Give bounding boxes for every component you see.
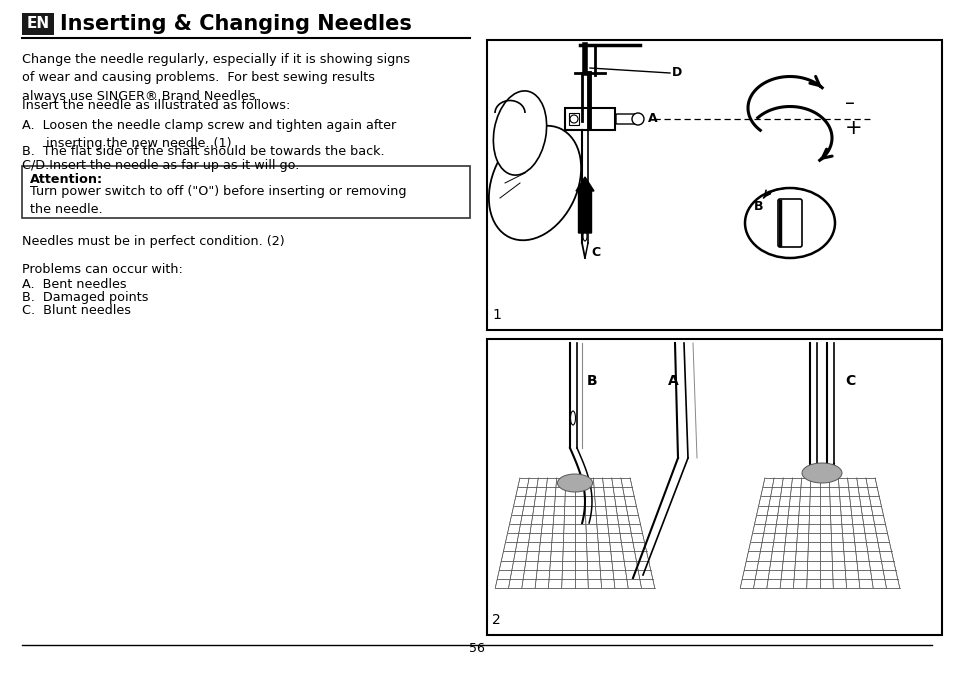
Text: –: – xyxy=(844,94,854,114)
Text: C: C xyxy=(590,246,599,260)
Ellipse shape xyxy=(570,411,575,425)
Ellipse shape xyxy=(493,91,546,175)
Bar xyxy=(564,108,615,130)
Text: A: A xyxy=(667,374,678,388)
Text: C.  Blunt needles: C. Blunt needles xyxy=(22,304,131,317)
Bar xyxy=(486,339,941,635)
FancyBboxPatch shape xyxy=(616,114,636,124)
Circle shape xyxy=(631,113,643,125)
Text: C: C xyxy=(844,374,854,388)
Text: 2: 2 xyxy=(492,613,500,627)
Bar xyxy=(486,40,941,330)
Text: B: B xyxy=(586,374,597,388)
Ellipse shape xyxy=(744,188,834,258)
Ellipse shape xyxy=(557,474,592,492)
Text: Needles must be in perfect condition. (2): Needles must be in perfect condition. (2… xyxy=(22,235,284,248)
Text: Inserting & Changing Needles: Inserting & Changing Needles xyxy=(60,14,412,34)
Ellipse shape xyxy=(488,126,580,240)
Text: B.  Damaged points: B. Damaged points xyxy=(22,291,149,304)
Text: A.  Bent needles: A. Bent needles xyxy=(22,278,127,291)
Text: B.  The flat side of the shaft should be towards the back.: B. The flat side of the shaft should be … xyxy=(22,145,384,158)
Bar xyxy=(22,13,54,35)
Text: EN: EN xyxy=(27,17,50,32)
Circle shape xyxy=(569,115,578,123)
Text: A.  Loosen the needle clamp screw and tighten again after
      inserting the ne: A. Loosen the needle clamp screw and tig… xyxy=(22,119,395,150)
Bar xyxy=(568,113,578,125)
Text: D: D xyxy=(671,65,681,79)
Text: Problems can occur with:: Problems can occur with: xyxy=(22,263,183,276)
Polygon shape xyxy=(495,478,654,588)
Text: Insert the needle as illustrated as follows:: Insert the needle as illustrated as foll… xyxy=(22,99,290,112)
Text: 56: 56 xyxy=(469,642,484,655)
Ellipse shape xyxy=(801,463,841,483)
Text: C/D.Insert the needle as far up as it will go.: C/D.Insert the needle as far up as it wi… xyxy=(22,159,299,172)
Text: Change the needle regularly, especially if it is showing signs
of wear and causi: Change the needle regularly, especially … xyxy=(22,53,410,103)
Text: Attention:: Attention: xyxy=(30,173,103,186)
Text: +: + xyxy=(844,118,862,138)
Bar xyxy=(22,166,470,218)
Text: 1: 1 xyxy=(492,308,500,322)
Text: A: A xyxy=(647,112,657,125)
FancyArrow shape xyxy=(576,177,594,233)
Polygon shape xyxy=(740,478,899,588)
Text: B: B xyxy=(753,201,762,213)
FancyBboxPatch shape xyxy=(778,199,801,247)
Text: Turn power switch to off ("O") before inserting or removing
the needle.: Turn power switch to off ("O") before in… xyxy=(30,185,406,216)
Ellipse shape xyxy=(582,231,586,241)
